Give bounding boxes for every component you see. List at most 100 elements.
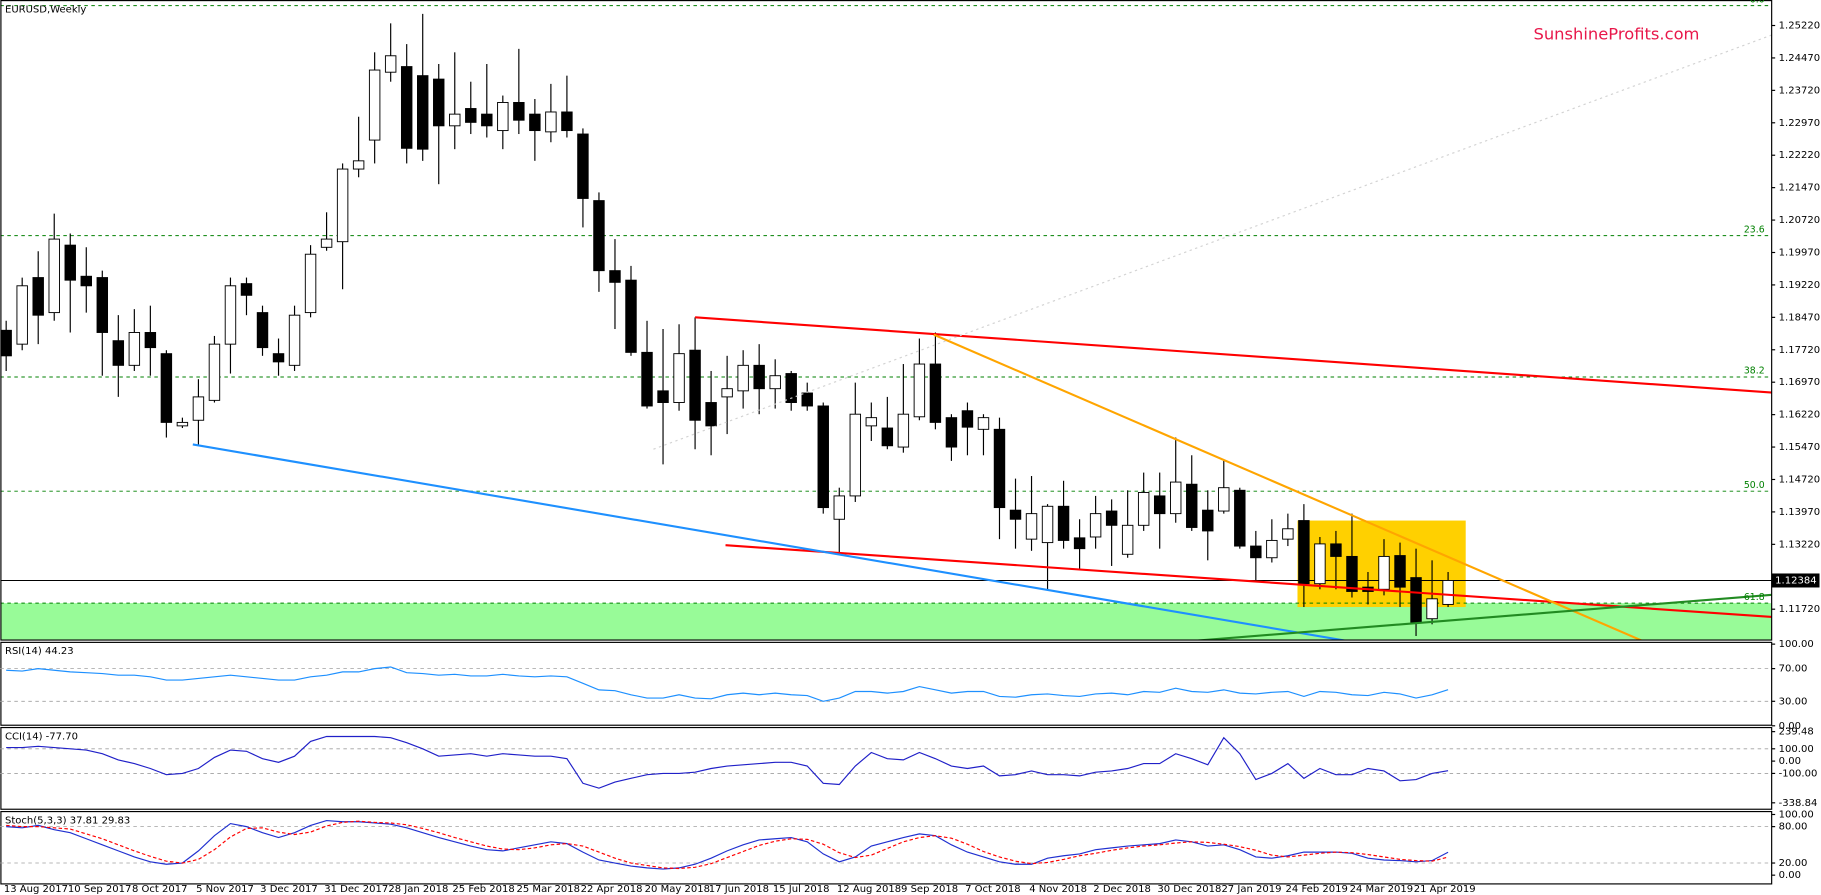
candle-body: [0, 329, 12, 357]
y-tick-label: 1.24470: [1779, 53, 1820, 64]
trend-line: [933, 333, 1642, 640]
y-tick-label: 1.22220: [1779, 150, 1820, 161]
x-tick-label: 17 Jun 2018: [709, 884, 769, 895]
candle-body: [801, 392, 813, 407]
candle-body: [1330, 543, 1342, 557]
candle-body: [673, 353, 685, 403]
x-tick-label: 25 Feb 2018: [452, 884, 514, 895]
x-tick-label: 22 Apr 2018: [581, 884, 643, 895]
candle-body: [1426, 598, 1438, 620]
x-tick-label: 31 Dec 2017: [324, 884, 388, 895]
y-tick-label: 239.48: [1779, 727, 1814, 738]
candle-body: [96, 277, 109, 333]
y-tick-label: 1.18470: [1779, 312, 1820, 323]
y-tick-label: 20.00: [1779, 858, 1808, 869]
candle-body: [1025, 513, 1038, 540]
candle-body: [1041, 505, 1054, 544]
candle-body: [657, 390, 669, 403]
candle-body: [64, 244, 76, 281]
candle-body: [1202, 509, 1214, 532]
candle-body: [1378, 555, 1390, 590]
y-tick-label: 1.13970: [1779, 507, 1820, 518]
candle-body: [513, 102, 525, 121]
y-tick-label: 1.22970: [1779, 118, 1820, 129]
y-tick-label: 100.00: [1779, 809, 1814, 820]
candle-body: [1186, 483, 1198, 528]
candle-body: [240, 283, 253, 296]
candle-body: [849, 413, 862, 497]
y-tick-label: 0.00: [1779, 870, 1801, 881]
candle-body: [449, 113, 461, 127]
y-tick-label: 1.20720: [1779, 215, 1820, 226]
candle-body: [352, 160, 365, 170]
candle-body: [160, 353, 173, 423]
y-tick-label: 1.11720: [1779, 604, 1820, 615]
candle-body: [465, 108, 477, 123]
candle-body: [833, 495, 845, 520]
x-tick-label: 21 Apr 2019: [1414, 884, 1476, 895]
candle-body: [577, 133, 589, 199]
y-tick-label: 1.19970: [1779, 247, 1820, 258]
y-tick-label: 1.25220: [1779, 21, 1820, 32]
candle-body: [1009, 509, 1022, 520]
candle-body: [1089, 513, 1102, 538]
candle-body: [1266, 539, 1278, 559]
candle-body: [272, 353, 285, 363]
x-tick-label: 13 Aug 2017: [4, 884, 68, 895]
candle-body: [1314, 543, 1326, 585]
candle-body: [881, 427, 894, 447]
y-tick-label: 1.13220: [1779, 539, 1820, 550]
support-zone: [0, 603, 1772, 640]
trend-line: [653, 34, 1772, 450]
candle-body: [785, 373, 797, 403]
x-tick-label: 25 Mar 2018: [517, 884, 581, 895]
y-tick-label: 1.15470: [1779, 442, 1820, 453]
candle-body: [1105, 510, 1118, 526]
candle-body: [593, 200, 605, 272]
x-tick-label: 5 Nov 2017: [196, 884, 254, 895]
x-tick-label: 15 Jul 2018: [773, 884, 830, 895]
y-tick-label: 0.00: [1779, 721, 1801, 732]
candle-body: [112, 340, 125, 366]
x-tick-label: 9 Sep 2018: [901, 884, 958, 895]
y-tick-label: -100.00: [1779, 768, 1818, 779]
candle-body: [929, 363, 942, 423]
trend-line: [695, 316, 1772, 394]
candle-body: [1234, 489, 1246, 547]
y-tick-label: 1.19220: [1779, 280, 1820, 291]
candle-body: [1298, 520, 1310, 585]
candle-body: [368, 69, 381, 141]
candle-body: [32, 277, 44, 316]
candle-body: [961, 410, 974, 428]
candle-body: [1442, 580, 1454, 605]
candle-body: [208, 343, 221, 401]
candle-body: [1394, 555, 1406, 588]
candle-body: [945, 417, 958, 448]
candle-body: [417, 75, 429, 150]
candle-body: [897, 413, 910, 448]
fib-label: 0.0: [1750, 0, 1765, 5]
y-tick-label: 0.00: [1779, 756, 1801, 767]
candle-body: [1153, 495, 1166, 515]
trend-line: [192, 443, 1345, 640]
candle-body: [1121, 524, 1134, 555]
candle-body: [16, 285, 28, 345]
indicator-line: [6, 820, 1449, 870]
candle-body: [224, 285, 237, 345]
candle-body: [705, 402, 717, 427]
trend-line: [1198, 593, 1772, 640]
x-tick-label: 30 Dec 2018: [1157, 884, 1221, 895]
x-tick-label: 28 Jan 2018: [388, 884, 448, 895]
candle-body: [1137, 491, 1150, 526]
x-tick-label: 20 May 2018: [645, 884, 710, 895]
y-tick-label: 100.00: [1779, 639, 1814, 650]
candle-body: [625, 279, 637, 353]
candle-body: [400, 66, 413, 149]
candle-body: [977, 417, 990, 430]
price-tag: [1771, 573, 1820, 588]
x-tick-label: 8 Oct 2017: [132, 884, 188, 895]
chart-title: EURUSD,Weekly: [5, 4, 86, 15]
y-tick-label: -338.84: [1779, 798, 1818, 809]
panel-frame: [0, 0, 1773, 641]
